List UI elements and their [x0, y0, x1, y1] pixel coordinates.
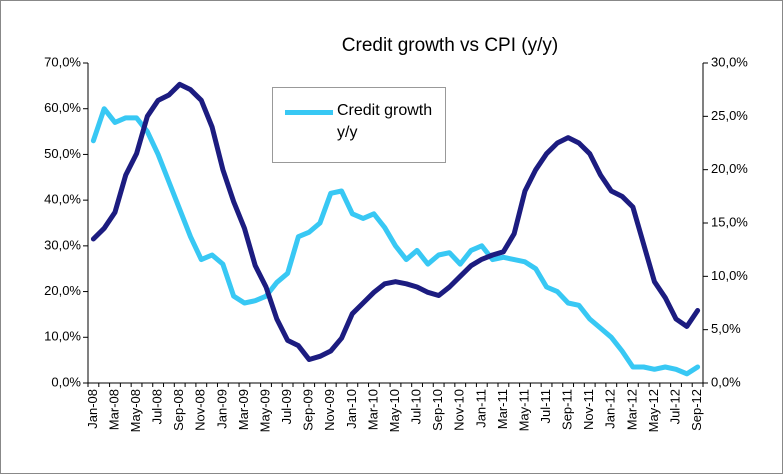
x-tick-label: Mar-10: [365, 389, 380, 430]
legend-label: Credit growth y/y: [337, 102, 433, 141]
y2-tick-label: 25,0%: [711, 108, 748, 123]
x-tick-label: Jul-11: [538, 389, 553, 423]
x-tick-label: Nov-11: [581, 389, 596, 430]
x-tick-label: Mar-08: [106, 389, 121, 430]
x-tick-label: Sep-11: [560, 389, 575, 430]
y2-tick-label: 5,0%: [711, 321, 741, 336]
x-tick-label: Jul-12: [667, 389, 682, 424]
x-tick-label: May-09: [257, 389, 272, 432]
x-tick-label: Jan-08: [85, 389, 100, 429]
y-tick-label: 60,0%: [44, 100, 81, 115]
x-tick-label: Jul-09: [279, 389, 294, 424]
y2-tick-label: 15,0%: [711, 214, 748, 229]
x-tick-label: May-12: [646, 389, 661, 432]
y-tick-label: 40,0%: [44, 192, 81, 207]
series-line: [90, 106, 701, 377]
y2-tick-label: 20,0%: [711, 161, 748, 176]
x-tick-label: Jan-11: [473, 389, 488, 428]
legend-swatch: [285, 110, 333, 115]
y2-tick-label: 10,0%: [711, 268, 748, 283]
x-tick-label: Nov-08: [193, 389, 208, 431]
y-tick-label: 30,0%: [44, 237, 81, 252]
legend: Credit growth y/y: [272, 87, 446, 163]
x-tick-label: Nov-10: [452, 389, 467, 431]
x-tick-label: Sep-12: [689, 389, 704, 431]
x-tick-label: Mar-09: [236, 389, 251, 430]
x-tick-label: May-08: [128, 389, 143, 432]
x-tick-label: Jul-08: [150, 389, 165, 424]
x-tick-label: Jul-10: [409, 389, 424, 424]
x-tick-label: Sep-09: [301, 389, 316, 431]
x-tick-label: May-10: [387, 389, 402, 432]
chart-title: Credit growth vs CPI (y/y): [342, 35, 558, 56]
x-tick-label: Jan-12: [603, 389, 618, 429]
y-tick-label: 20,0%: [44, 283, 81, 298]
x-tick-label: May-11: [516, 389, 531, 431]
y-tick-label: 50,0%: [44, 146, 81, 161]
x-tick-label: Jan-10: [344, 389, 359, 429]
x-tick-label: Mar-11: [495, 389, 510, 429]
y2-tick-label: 30,0%: [711, 54, 748, 69]
x-tick-label: Jan-09: [214, 389, 229, 429]
x-tick-label: Nov-09: [322, 389, 337, 431]
y2-tick-label: 0,0%: [711, 374, 741, 389]
y-tick-label: 70,0%: [44, 54, 81, 69]
y-tick-label: 10,0%: [44, 329, 81, 344]
x-tick-label: Mar-12: [624, 389, 639, 430]
x-tick-label: Sep-10: [430, 389, 445, 431]
series-line: [90, 81, 701, 363]
x-tick-label: Sep-08: [171, 389, 186, 431]
y-tick-label: 0,0%: [51, 374, 81, 389]
